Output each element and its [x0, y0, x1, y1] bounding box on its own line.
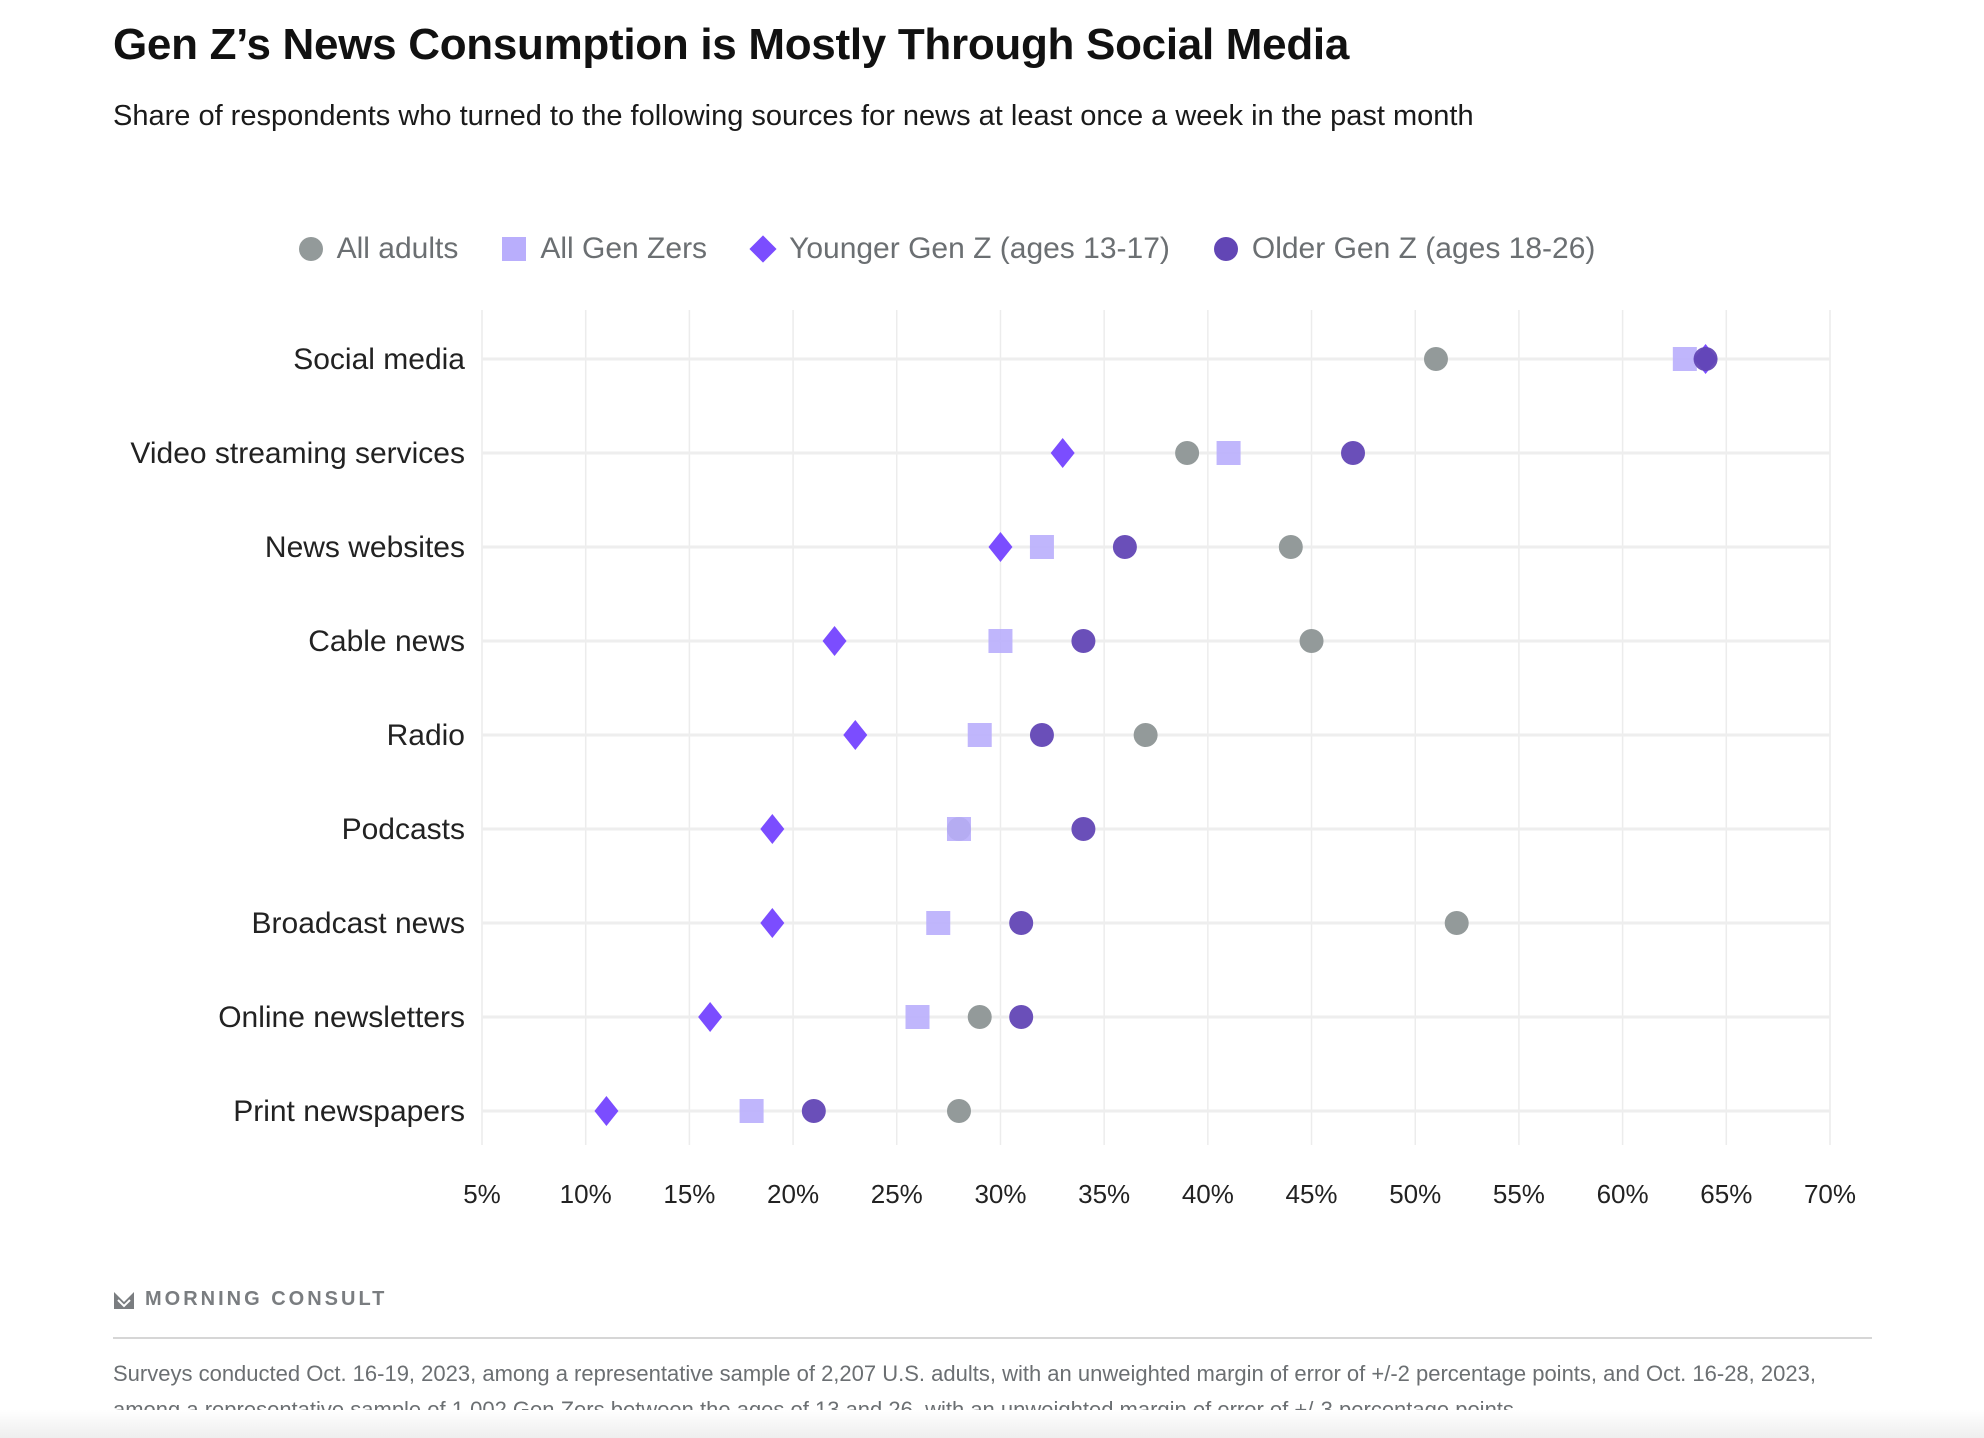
data-point-all-gen-zers — [988, 629, 1013, 653]
x-tick-label: 55% — [1493, 1179, 1545, 1209]
data-point-all-adults — [1444, 911, 1469, 935]
circle-icon — [298, 237, 323, 261]
data-point-all-adults — [1299, 629, 1324, 653]
data-point-younger-gen-z — [760, 908, 785, 938]
category-label: Print newspapers — [233, 1095, 465, 1128]
category-label: Radio — [387, 719, 465, 752]
data-point-all-gen-zers — [905, 1005, 930, 1029]
legend-label: Younger Gen Z (ages 13-17) — [789, 232, 1170, 265]
x-tick-label: 50% — [1389, 1179, 1441, 1209]
data-point-all-gen-zers — [926, 911, 951, 935]
x-tick-label: 10% — [560, 1179, 612, 1209]
data-point-younger-gen-z — [988, 532, 1013, 562]
chart-subtitle: Share of respondents who turned to the f… — [113, 100, 1474, 132]
legend: All adults All Gen Zers Younger Gen Z (a… — [0, 232, 1939, 266]
x-tick-label: 40% — [1182, 1179, 1234, 1209]
data-point-all-adults — [1175, 441, 1200, 465]
dot-plot: Social media Video streaming services News… — [130, 310, 1856, 1209]
x-tick-label: 45% — [1286, 1179, 1338, 1209]
divider — [113, 1337, 1872, 1339]
data-point-older-gen-z — [1341, 441, 1366, 465]
x-tick-label: 15% — [663, 1179, 715, 1209]
chart-title: Gen Z’s News Consumption is Mostly Throu… — [113, 20, 1349, 69]
data-point-older-gen-z — [1112, 535, 1137, 559]
x-tick-label: 5% — [463, 1179, 501, 1209]
data-point-younger-gen-z — [822, 626, 847, 656]
data-point-older-gen-z — [1071, 629, 1096, 653]
data-point-older-gen-z — [1029, 723, 1054, 747]
data-point-all-gen-zers — [1029, 535, 1054, 559]
legend-item-all-gen-zers: All Gen Zers — [502, 232, 707, 266]
data-point-all-adults — [967, 1005, 992, 1029]
category-label: News websites — [265, 531, 465, 564]
category-label: Podcasts — [342, 813, 465, 846]
category-label: Cable news — [308, 625, 465, 658]
brand-name: MORNING CONSULT — [145, 1288, 388, 1310]
data-point-all-gen-zers — [967, 723, 992, 747]
legend-label: All Gen Zers — [540, 232, 708, 265]
legend-label: Older Gen Z (ages 18-26) — [1251, 232, 1596, 265]
x-tick-label: 30% — [974, 1179, 1026, 1209]
data-point-all-adults — [946, 1099, 971, 1123]
brand-logo: MORNING CONSULT — [113, 1288, 387, 1311]
category-label: Broadcast news — [252, 907, 465, 940]
circle-icon — [1213, 237, 1238, 261]
legend-item-all-adults: All adults — [298, 232, 459, 266]
x-tick-label: 20% — [767, 1179, 819, 1209]
data-point-older-gen-z — [1693, 347, 1718, 371]
data-point-younger-gen-z — [760, 814, 785, 844]
data-point-all-adults — [1423, 347, 1448, 371]
data-point-all-adults — [1278, 535, 1303, 559]
x-tick-label: 70% — [1804, 1179, 1856, 1209]
x-tick-label: 25% — [871, 1179, 923, 1209]
data-point-younger-gen-z — [843, 720, 868, 750]
data-point-older-gen-z — [801, 1099, 826, 1123]
data-point-all-gen-zers — [1672, 347, 1697, 371]
bottom-edge — [0, 1410, 1984, 1438]
data-point-older-gen-z — [1009, 1005, 1034, 1029]
legend-item-younger-gen-z: Younger Gen Z (ages 13-17) — [749, 232, 1170, 266]
category-label: Video streaming services — [130, 437, 465, 470]
legend-item-older-gen-z: Older Gen Z (ages 18-26) — [1213, 232, 1596, 266]
x-tick-label: 65% — [1700, 1179, 1752, 1209]
x-tick-label: 35% — [1078, 1179, 1130, 1209]
data-point-all-gen-zers — [1216, 441, 1241, 465]
category-label: Online newsletters — [218, 1001, 465, 1034]
category-label: Social media — [293, 343, 465, 376]
morning-consult-logo-icon — [114, 1291, 134, 1309]
legend-label: All adults — [336, 232, 459, 265]
data-point-older-gen-z — [1009, 911, 1034, 935]
square-icon — [502, 237, 527, 261]
data-point-older-gen-z — [1071, 817, 1096, 841]
data-point-younger-gen-z — [698, 1002, 723, 1032]
data-point-all-adults — [1133, 723, 1158, 747]
data-point-younger-gen-z — [1050, 438, 1075, 468]
data-point-all-gen-zers — [946, 817, 971, 841]
x-tick-label: 60% — [1597, 1179, 1649, 1209]
data-point-younger-gen-z — [594, 1096, 619, 1126]
data-point-all-gen-zers — [739, 1099, 764, 1123]
